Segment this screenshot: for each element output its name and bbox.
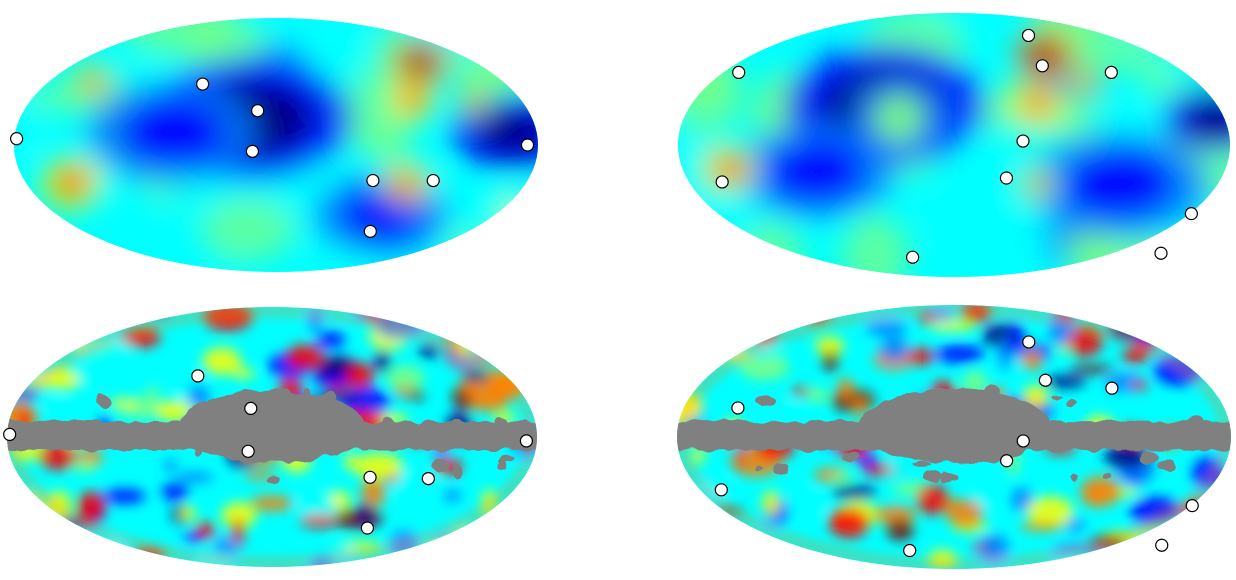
source-marker — [1016, 134, 1030, 148]
source-marker — [1016, 434, 1030, 448]
source-marker — [245, 144, 260, 158]
source-marker — [196, 77, 210, 91]
bottom-right-map — [677, 305, 1231, 569]
source-marker — [10, 132, 24, 146]
source-marker — [366, 173, 380, 188]
galactic-mask — [677, 385, 1231, 485]
source-marker — [421, 472, 435, 486]
source-marker — [1154, 246, 1168, 260]
source-marker — [1155, 538, 1169, 552]
bottom-left-map — [3, 307, 537, 567]
source-marker — [1185, 499, 1199, 513]
source-marker — [519, 434, 534, 448]
source-marker — [191, 369, 205, 383]
source-marker — [1000, 454, 1014, 468]
source-marker — [903, 543, 917, 558]
map-field — [7, 307, 537, 567]
galactic-mask — [7, 386, 537, 483]
map-field — [678, 13, 1230, 277]
source-marker — [999, 171, 1014, 185]
source-marker — [520, 138, 535, 152]
top-right-map — [678, 13, 1230, 277]
source-marker — [1105, 381, 1119, 395]
map-field — [677, 305, 1231, 569]
source-marker — [1038, 373, 1053, 387]
top-left-map — [10, 18, 538, 272]
source-marker — [732, 65, 746, 80]
source-marker — [363, 224, 377, 238]
source-marker — [244, 401, 258, 415]
source-marker — [714, 483, 728, 497]
source-marker — [1104, 65, 1118, 80]
source-marker — [1035, 59, 1049, 73]
source-marker — [715, 175, 729, 189]
source-marker — [251, 104, 265, 118]
source-marker — [3, 427, 17, 441]
source-marker — [426, 173, 440, 188]
source-marker — [241, 444, 255, 458]
source-marker — [731, 401, 745, 415]
map-field — [14, 18, 538, 272]
source-marker — [360, 521, 374, 535]
source-marker — [1184, 207, 1198, 221]
source-marker — [363, 470, 377, 484]
source-marker — [1021, 28, 1036, 43]
source-marker — [1022, 335, 1036, 349]
source-marker — [905, 250, 920, 264]
